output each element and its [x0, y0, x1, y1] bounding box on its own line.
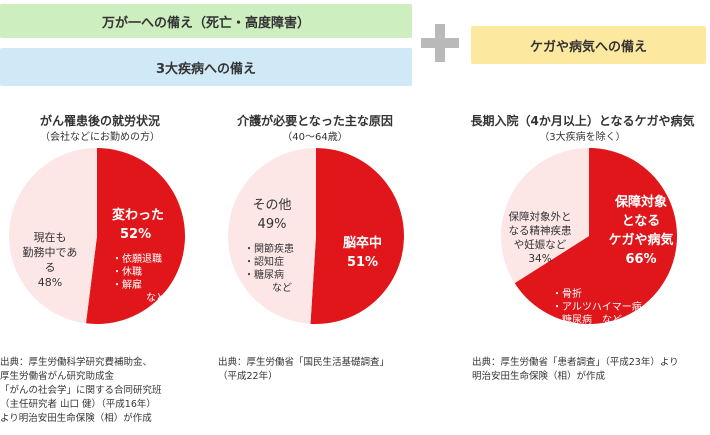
banner-death-disability: 万が一への備え（死亡・高度障害） [0, 4, 412, 38]
pie1-subtitle: （会社などにお勤めの方） [40, 132, 160, 143]
pie-slice-pink [227, 148, 316, 324]
pie2-chart [227, 148, 404, 324]
pie-slice-red [85, 148, 185, 324]
pie3-chart [501, 148, 677, 324]
pie2-subtitle: （40～64歳） [282, 132, 348, 143]
pie1-title: がん罹患後の就労状況 [39, 114, 160, 128]
pie2-pink-label: その他 49% [252, 198, 292, 232]
banner-injury-illness: ケガや病気への備え [471, 26, 706, 64]
pie3-subtitle: （3大疾病を除く） [539, 132, 626, 143]
pie2-pink-detail: ・関節疾患 ・認知症 ・糖尿病 など [244, 244, 294, 294]
pie3-source: 出典：厚生労働省「患者調査」（平成23年）より 明治安田生命保険（相）が作成 [472, 357, 679, 382]
pie1-pink-label: 現在も 勤務中である 48% [22, 231, 78, 289]
pie2-title: 介護が必要となった主な原因 [237, 114, 393, 128]
pie1-source: 出典：厚生労働科学研究費補助金、 厚生労働省がん研究助成金 「がんの社会学」に関す… [0, 357, 162, 424]
pie-slice-pink [501, 148, 589, 284]
pie3-title: 長期入院（4か月以上）となるケガや病気 [470, 114, 695, 128]
pie1-red-label: 変わった 52% [112, 208, 165, 242]
pie2-red-label: 脳卒中 51% [343, 236, 383, 270]
pie-slice-red [514, 148, 677, 324]
pie3-red-detail: ・骨折 ・アルツハイマー病 ・糖尿病 など [552, 289, 642, 326]
pie3-pink-label: 保障対象外と なる精神疾患 や妊娠など 34% [508, 211, 572, 265]
pie3-red-label: 保障対象 となる ケガや病気 66% [608, 195, 674, 267]
pie1-chart [8, 148, 185, 324]
pie2-source: 出典：厚生労働省「国民生活基礎調査」 （平成22年） [218, 357, 390, 382]
pie1-red-detail: ・依願退職 ・休職 ・解雇 など [112, 254, 166, 304]
banner-three-diseases: 3大疾病への備え [0, 48, 412, 86]
plus-icon [421, 24, 459, 62]
pie-slice-red [310, 148, 404, 324]
pie-slice-pink [8, 148, 97, 324]
